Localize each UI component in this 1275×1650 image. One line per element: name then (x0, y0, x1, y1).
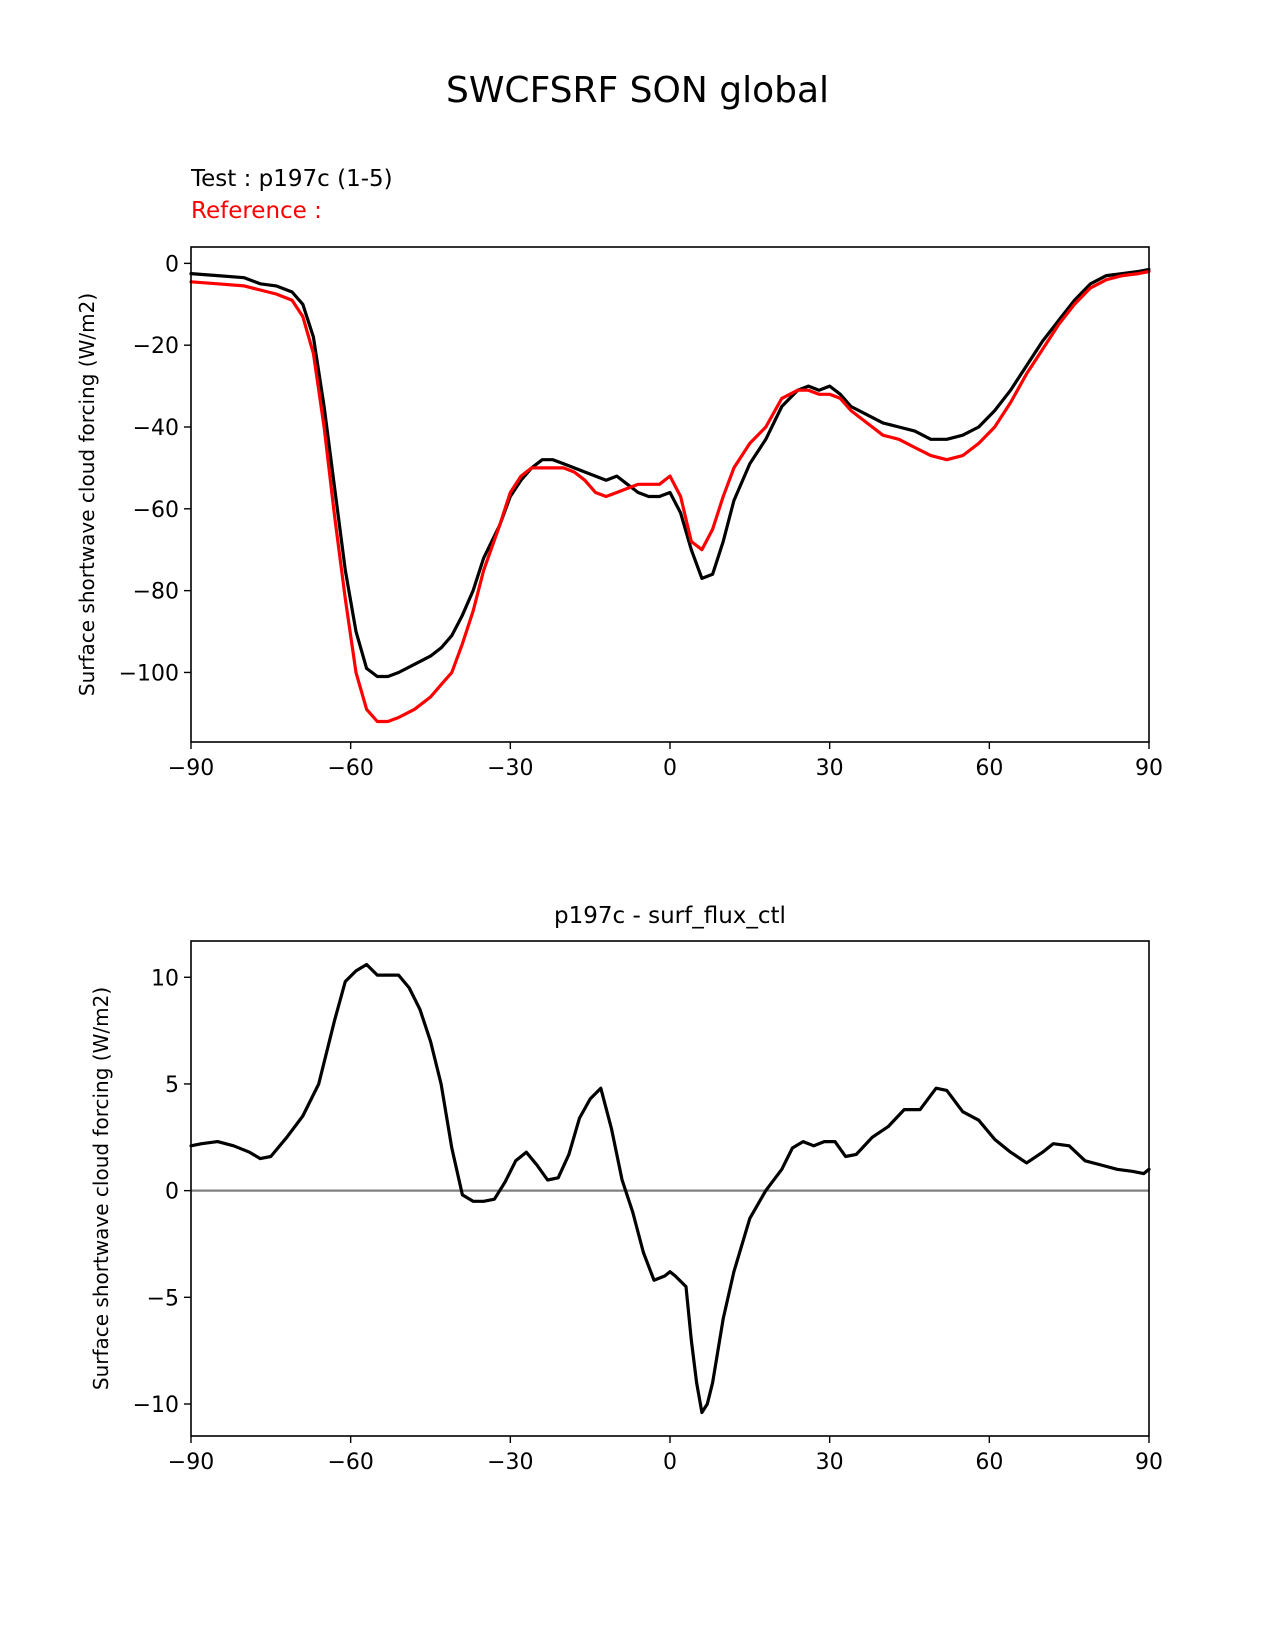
plot-1-y-tick-label: −100 (119, 661, 179, 686)
plot-1-y-tick-label: −60 (133, 498, 179, 523)
plot-1-x-tick-label: 90 (1135, 756, 1163, 781)
subplot-2-title: p197c - surf_flux_ctl (554, 903, 786, 929)
plot-1-series-1-line (189, 267, 1151, 679)
page-title: SWCFSRF SON global (445, 70, 830, 111)
plot-2-y-tick-label: −5 (147, 1286, 179, 1311)
plot-2-x-tick-label: 0 (663, 1450, 677, 1475)
plot-1-x-tick-label: 0 (663, 756, 677, 781)
plot-2-series-1-line (189, 962, 1151, 1415)
plot-2-x-tick-label: 90 (1135, 1450, 1163, 1475)
plot-1-y-tick-label: −20 (133, 334, 179, 359)
plot-1-y-tick-label: 0 (165, 252, 179, 277)
plot-2-x-tick-label: 30 (816, 1450, 844, 1475)
plot-2-x-tick-label: −90 (168, 1450, 214, 1475)
plot-2-y-tick-label: −10 (133, 1393, 179, 1418)
plot-1-y-axis-label: Surface shortwave cloud forcing (W/m2) (75, 293, 99, 696)
plot-2-x-tick-label: −60 (327, 1450, 373, 1475)
plot-2-y-axis-label: Surface shortwave cloud forcing (W/m2) (89, 987, 113, 1390)
plot-1-x-tick-label: −30 (487, 756, 533, 781)
plot-2-y-tick-label: 5 (165, 1073, 179, 1098)
plot-2-x-tick-label: −30 (487, 1450, 533, 1475)
plot-1-series-2-line (189, 269, 1151, 724)
plot-1-x-tick-label: 60 (975, 756, 1003, 781)
plot-1-y-tick-label: −80 (133, 580, 179, 605)
plot-1-x-tick-label: −90 (168, 756, 214, 781)
plot-2-x-tick-label: 60 (975, 1450, 1003, 1475)
legend-reference-label: Reference : (191, 198, 322, 224)
plot-2-y-tick-label: 0 (165, 1180, 179, 1205)
plot-1-y-tick-label: −40 (133, 416, 179, 441)
plot-1-x-tick-label: −60 (327, 756, 373, 781)
plot-2-y-tick-label: 10 (151, 966, 179, 991)
legend-test-label: Test : p197c (1-5) (191, 166, 393, 192)
plot-1-x-tick-label: 30 (816, 756, 844, 781)
